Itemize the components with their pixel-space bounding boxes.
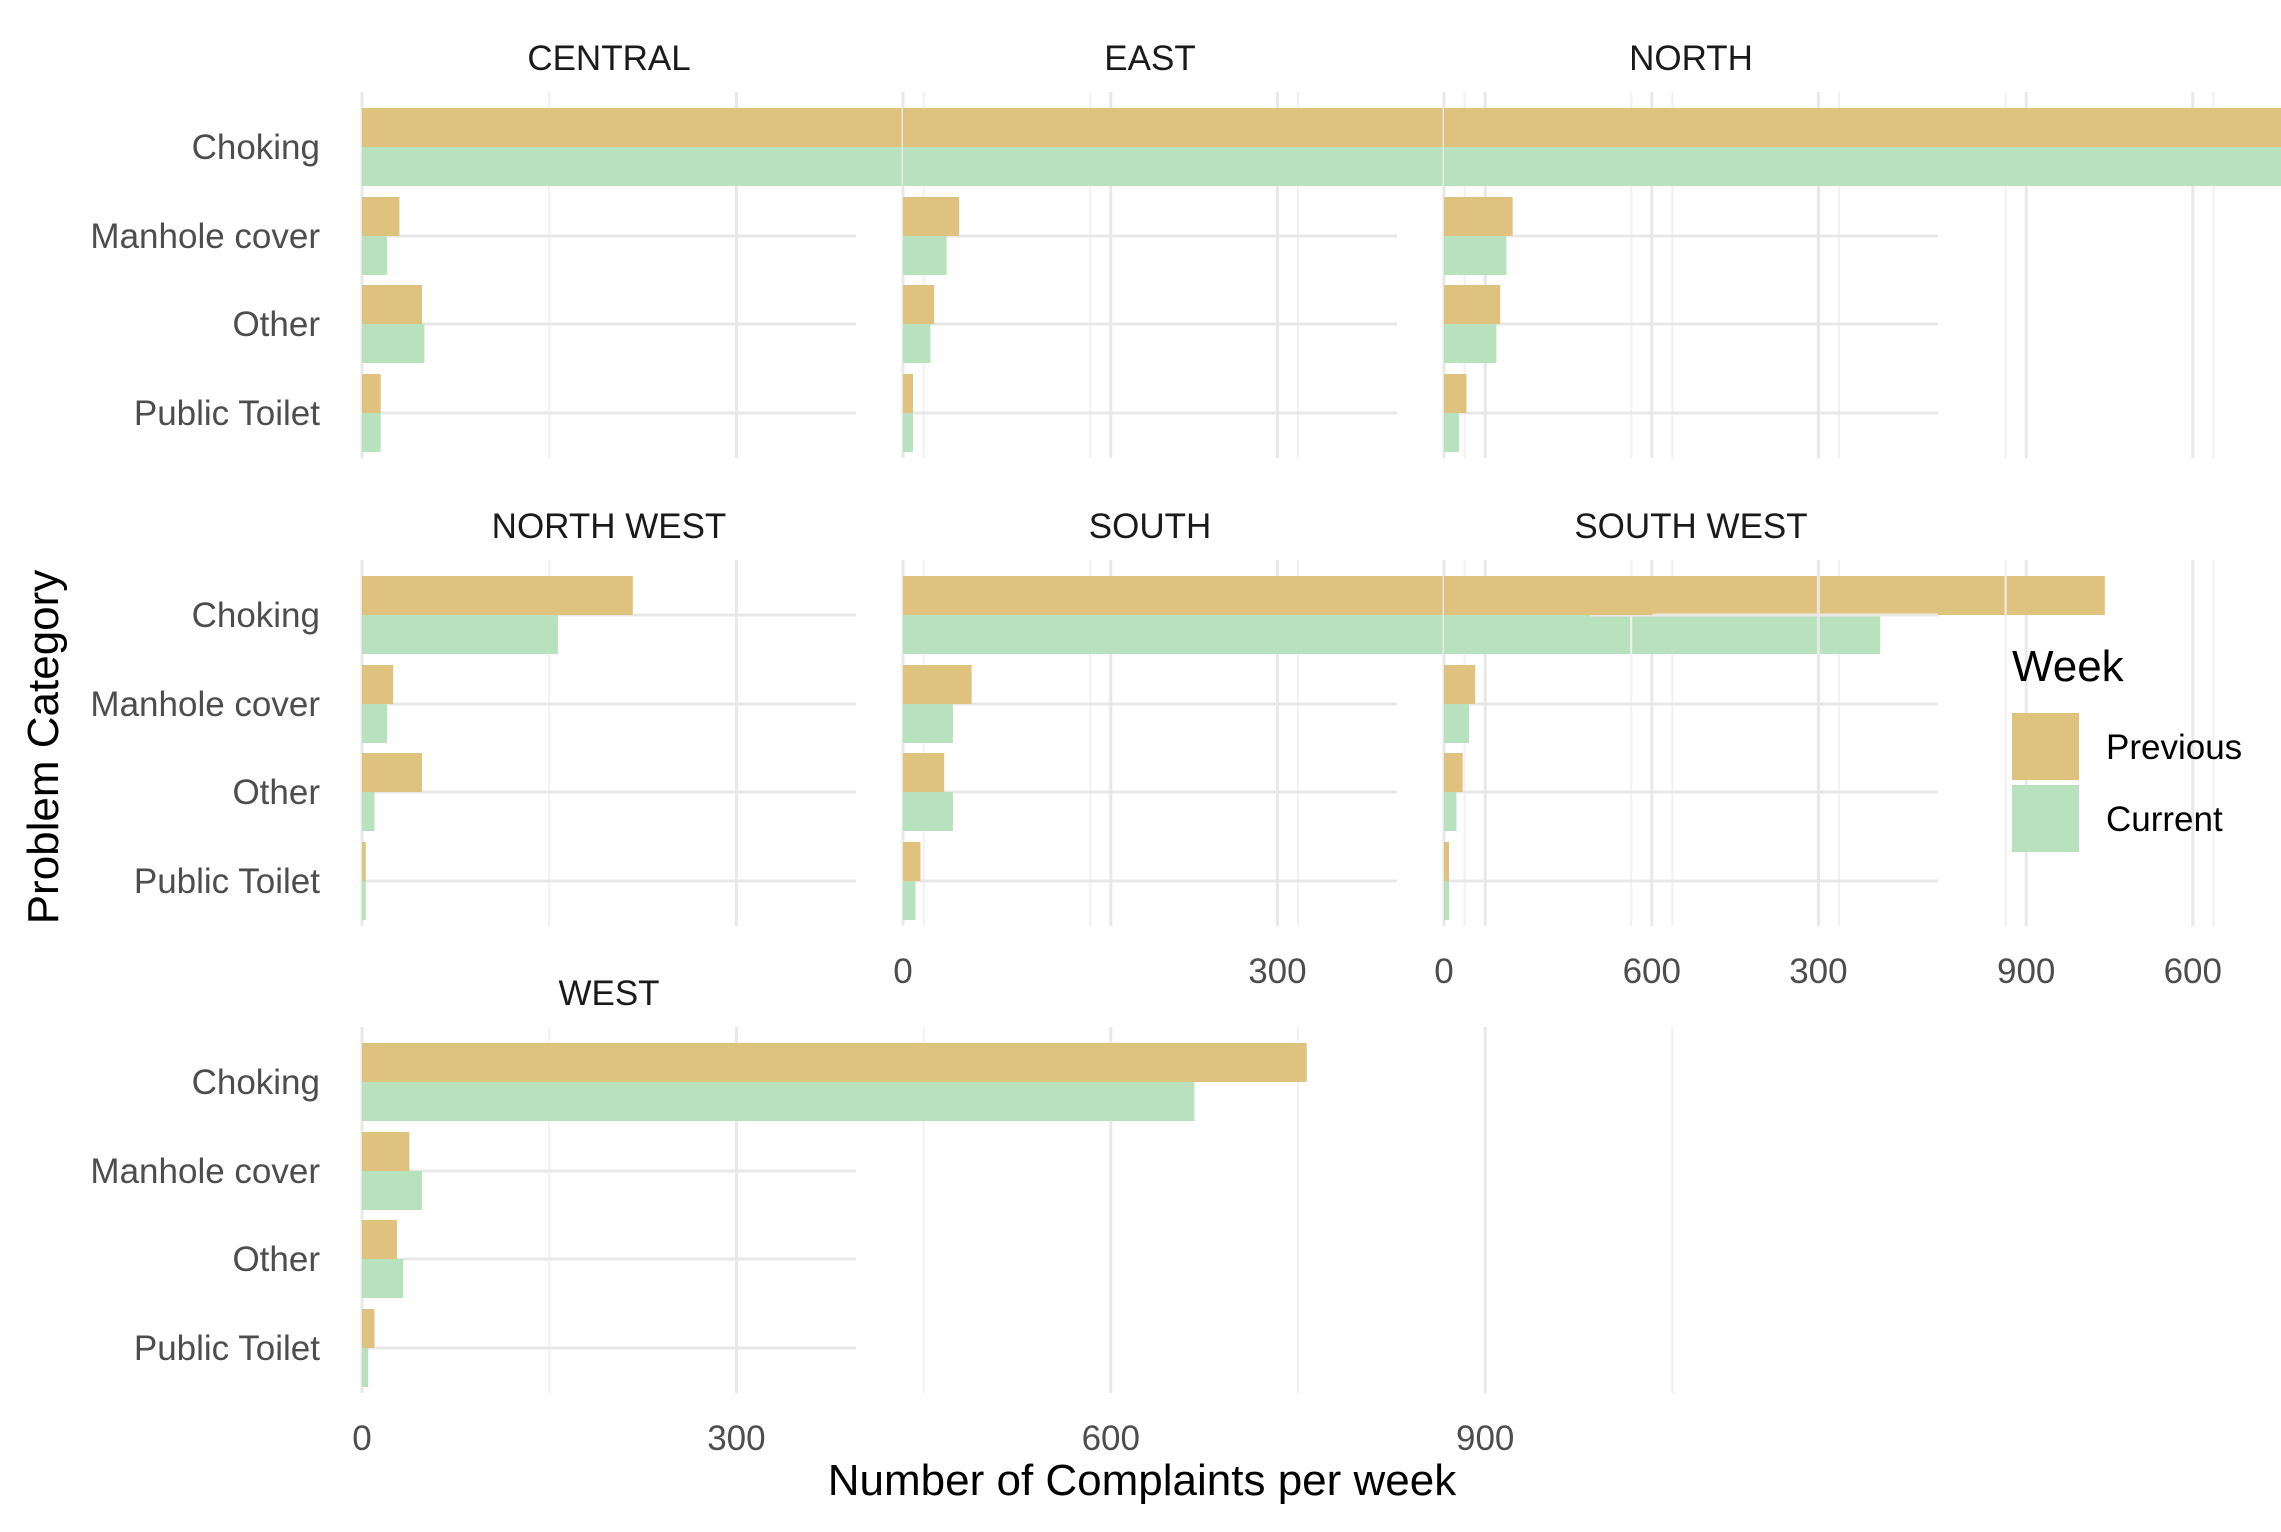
- x-tick-label: 0: [893, 952, 912, 991]
- legend-label: Previous: [2106, 728, 2242, 767]
- bar-current: [1444, 792, 1457, 831]
- bar-current: [1444, 324, 1497, 363]
- bar-previous: [1444, 374, 1467, 413]
- bar-current: [362, 1348, 369, 1387]
- y-tick-label: Manhole cover: [90, 1152, 320, 1191]
- legend: Week Previous Current: [2012, 642, 2242, 852]
- y-tick-label: Choking: [192, 596, 320, 635]
- bar-current: [362, 792, 375, 831]
- bar-current: [903, 704, 953, 743]
- bar-previous: [903, 753, 945, 792]
- y-tick-label: Choking: [192, 128, 320, 167]
- bar-current: [903, 413, 913, 452]
- bar-previous: [1444, 665, 1476, 704]
- bar-previous: [1444, 576, 1653, 615]
- facet-title: SOUTH: [1089, 507, 1212, 546]
- bar-previous: [362, 197, 400, 236]
- bar-current: [1444, 413, 1459, 452]
- x-tick-label: 300: [707, 1419, 765, 1458]
- bar-current: [903, 236, 947, 275]
- facet-panels: CENTRAL Choking Manhole cover Other Public T…: [90, 39, 2281, 1458]
- bar-current: [903, 324, 931, 363]
- x-tick-label: 900: [1456, 1419, 1514, 1458]
- x-tick-label: 600: [1623, 952, 1681, 991]
- bar-current: [362, 324, 425, 363]
- bar-current: [903, 792, 953, 831]
- facet-panel: EAST: [901, 39, 2215, 458]
- bar-current: [1444, 881, 1449, 920]
- bar-current: [903, 615, 1881, 654]
- bar-previous: [362, 1132, 410, 1171]
- bar-previous: [1444, 753, 1463, 792]
- facet-panel: SOUTH WEST 0 300 600 900: [1434, 507, 2222, 991]
- y-tick-label: Choking: [192, 1063, 320, 1102]
- bar-previous: [903, 665, 972, 704]
- bar-current: [362, 1171, 422, 1210]
- facet-title: NORTH WEST: [492, 507, 727, 546]
- y-tick-label: Other: [232, 305, 320, 344]
- y-tick-label: Other: [232, 773, 320, 812]
- facet-panel: NORTH WEST Choking Manhole cover Other Publi…: [90, 507, 1674, 926]
- facet-panel: WEST Choking Manhole cover Other Public Toil…: [90, 974, 1674, 1458]
- bar-previous: [362, 285, 422, 324]
- bar-previous: [362, 576, 633, 615]
- y-axis-title: Problem Category: [19, 570, 68, 925]
- bar-previous: [1444, 197, 1513, 236]
- bar-current: [362, 236, 387, 275]
- legend-title: Week: [2012, 642, 2125, 691]
- y-tick-label: Public Toilet: [134, 394, 320, 433]
- x-axis-title: Number of Complaints per week: [828, 1456, 1457, 1505]
- bar-current: [1444, 236, 1507, 275]
- x-tick-label: 0: [352, 1419, 371, 1458]
- y-tick-label: Other: [232, 1240, 320, 1279]
- bar-previous: [362, 842, 366, 881]
- facet-title: NORTH: [1629, 39, 1753, 78]
- y-tick-label: Manhole cover: [90, 217, 320, 256]
- bar-current: [362, 1259, 404, 1298]
- bar-current: [903, 147, 1515, 186]
- bar-previous: [903, 285, 935, 324]
- bar-current: [1444, 704, 1469, 743]
- bar-previous: [1444, 842, 1449, 881]
- bar-previous: [903, 197, 960, 236]
- bar-previous: [1444, 108, 2281, 147]
- legend-key-current: [2012, 785, 2079, 852]
- y-tick-label: Public Toilet: [134, 862, 320, 901]
- bar-current: [362, 704, 387, 743]
- bar-current: [362, 881, 366, 920]
- bar-previous: [903, 374, 913, 413]
- x-tick-label: 600: [1082, 1419, 1140, 1458]
- bar-previous: [362, 1043, 1307, 1082]
- bar-current: [1444, 147, 2281, 186]
- bar-current: [362, 413, 381, 452]
- y-tick-label: Public Toilet: [134, 1329, 320, 1368]
- bar-current: [362, 1082, 1195, 1121]
- legend-key-previous: [2012, 713, 2079, 780]
- bar-current: [362, 615, 558, 654]
- facet-title: EAST: [1104, 39, 1195, 78]
- facet-title: SOUTH WEST: [1574, 507, 1807, 546]
- bar-current: [903, 881, 916, 920]
- x-tick-label: 900: [1997, 952, 2055, 991]
- y-tick-label: Manhole cover: [90, 685, 320, 724]
- facet-title: WEST: [558, 974, 659, 1013]
- x-tick-label: 300: [1248, 952, 1306, 991]
- bar-previous: [362, 665, 394, 704]
- bar-previous: [362, 1220, 397, 1259]
- facet-panel: CENTRAL Choking Manhole cover Other Public T…: [90, 39, 1674, 458]
- bar-previous: [362, 1309, 375, 1348]
- bar-previous: [362, 374, 381, 413]
- bar-previous: [1444, 285, 1501, 324]
- bar-previous: [362, 753, 422, 792]
- bar-previous: [903, 842, 921, 881]
- x-tick-label: 600: [2164, 952, 2222, 991]
- legend-label: Current: [2106, 800, 2223, 839]
- x-tick-label: 300: [1789, 952, 1847, 991]
- facet-panel: NORTH: [1442, 39, 2281, 458]
- bar-current: [1444, 615, 1591, 654]
- x-tick-label: 0: [1434, 952, 1453, 991]
- facet-title: CENTRAL: [527, 39, 690, 78]
